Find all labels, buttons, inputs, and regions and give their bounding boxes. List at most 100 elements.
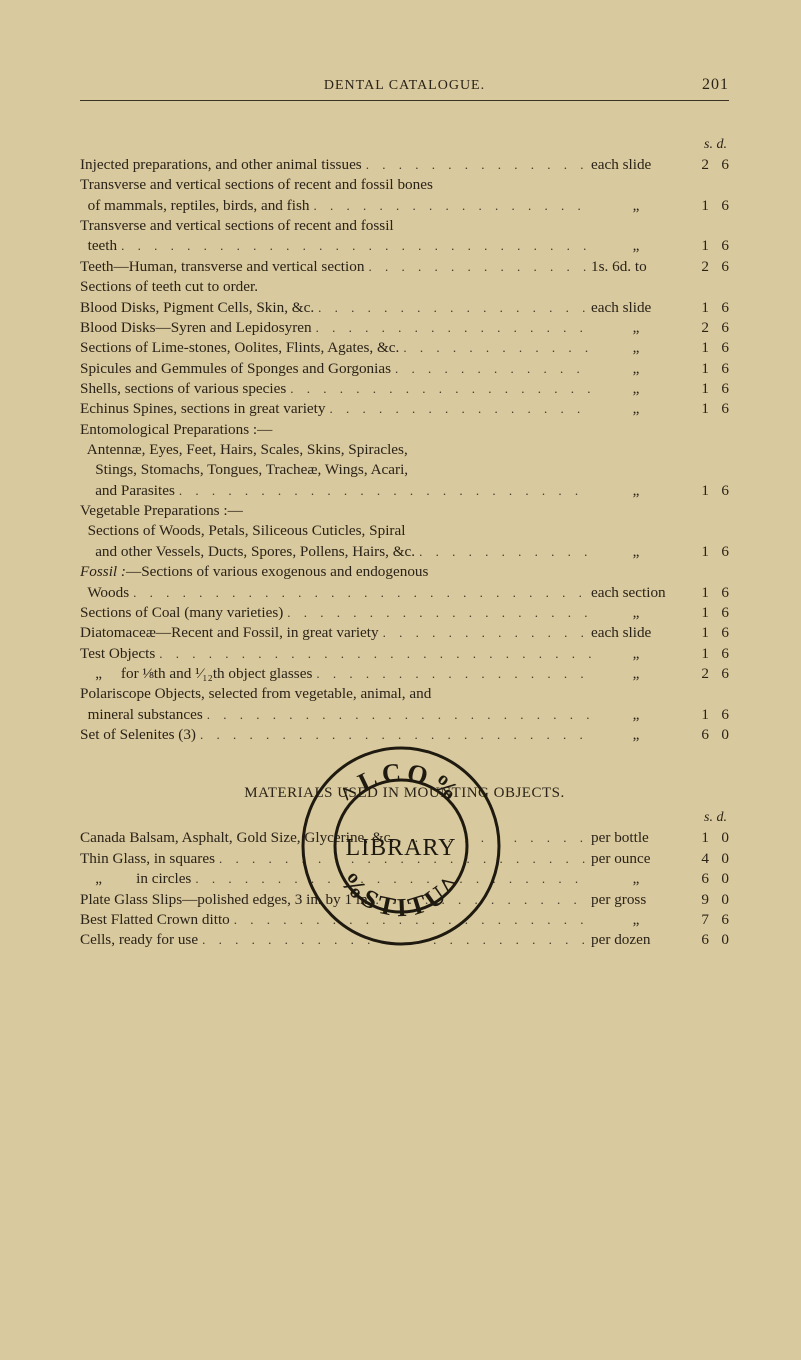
row-description: Diatomaceæ—Recent and Fossil, in great v… (80, 623, 379, 643)
row-pence: 0 (709, 869, 729, 889)
row-unit: each slide (591, 155, 687, 175)
row-shillings: 4 (687, 849, 709, 869)
row-description: Cells, ready for use (80, 930, 198, 950)
sd-column-header: s. d. (80, 137, 729, 153)
row-description: Spicules and Gemmules of Sponges and Gor… (80, 359, 391, 379)
row-description: Fossil :—Sections of various exogenous a… (80, 562, 428, 582)
row-shillings: 2 (687, 318, 709, 338)
row-shillings: 1 (687, 828, 709, 848)
row-shillings: 1 (687, 705, 709, 725)
catalogue-row: „ for ⅛th and ¹⁄₁₂th object glasses. . .… (80, 664, 729, 684)
row-unit: 1s. 6d. to (591, 257, 687, 277)
row-unit: „ (591, 664, 687, 684)
row-description: Stings, Stomachs, Tongues, Tracheæ, Wing… (80, 460, 408, 480)
leader-dots: . . . . . . . . . . . . . . . . . . . . … (415, 543, 591, 560)
catalogue-row: Vegetable Preparations :— (80, 501, 729, 521)
row-unit: „ (591, 399, 687, 419)
row-shillings: 1 (687, 481, 709, 501)
row-shillings: 1 (687, 298, 709, 318)
leader-dots: . . . . . . . . . . . . . . . . . . . . … (309, 197, 591, 214)
leader-dots: . . . . . . . . . . . . . . . . . . . . … (283, 604, 591, 621)
row-unit: „ (591, 705, 687, 725)
row-pence: 6 (709, 623, 729, 643)
row-pence: 6 (709, 318, 729, 338)
row-shillings: 1 (687, 399, 709, 419)
seal-bottom-text: %STITU^ (334, 866, 467, 922)
row-description: Sections of Woods, Petals, Siliceous Cut… (80, 521, 405, 541)
leader-dots: . . . . . . . . . . . . . . . . . . . . … (129, 584, 591, 601)
row-description: Vegetable Preparations :— (80, 501, 243, 521)
catalogue-row: Sections of Woods, Petals, Siliceous Cut… (80, 521, 729, 541)
row-pence: 6 (709, 155, 729, 175)
row-description: Shells, sections of various species (80, 379, 286, 399)
catalogue-row: Echinus Spines, sections in great variet… (80, 399, 729, 419)
row-shillings: 2 (687, 257, 709, 277)
row-unit: per dozen (591, 930, 687, 950)
catalogue-row: Teeth—Human, transverse and vertical sec… (80, 257, 729, 277)
row-shillings: 6 (687, 725, 709, 745)
running-head: DENTAL CATALOGUE. 201 (80, 78, 729, 94)
catalogue-row: Transverse and vertical sections of rece… (80, 216, 729, 236)
row-shillings: 2 (687, 155, 709, 175)
catalogue-row: Antennæ, Eyes, Feet, Hairs, Scales, Skin… (80, 440, 729, 460)
row-unit: per bottle (591, 828, 687, 848)
row-description: Polariscope Objects, selected from veget… (80, 684, 431, 704)
svg-text:%STITU^: %STITU^ (334, 866, 467, 922)
page: DENTAL CATALOGUE. 201 s. d. Injected pre… (0, 0, 801, 1011)
row-description: Injected preparations, and other animal … (80, 155, 362, 175)
row-unit: „ (591, 910, 687, 930)
row-description: Entomological Preparations :— (80, 420, 272, 440)
library-seal: ^LCO% %STITU^ LIBRARY (296, 741, 506, 951)
row-pence: 6 (709, 910, 729, 930)
leader-dots: . . . . . . . . . . . . . . . . . . . . … (286, 380, 591, 397)
row-pence: 0 (709, 890, 729, 910)
header-rule (80, 100, 729, 101)
leader-dots: . . . . . . . . . . . . . . . . . . . . … (117, 237, 591, 254)
row-shillings: 6 (687, 869, 709, 889)
catalogue-row: teeth. . . . . . . . . . . . . . . . . .… (80, 236, 729, 256)
row-shillings: 1 (687, 603, 709, 623)
row-pence: 6 (709, 359, 729, 379)
catalogue-row: mineral substances. . . . . . . . . . . … (80, 705, 729, 725)
leader-dots: . . . . . . . . . . . . . . . . . . . . … (175, 482, 591, 499)
catalogue-row: Entomological Preparations :— (80, 420, 729, 440)
row-description: mineral substances (80, 705, 203, 725)
leader-dots: . . . . . . . . . . . . . . . . . . . . … (203, 706, 591, 723)
row-unit: „ (591, 542, 687, 562)
row-shillings: 7 (687, 910, 709, 930)
row-description: Transverse and vertical sections of rece… (80, 175, 433, 195)
row-description: teeth (80, 236, 117, 256)
catalogue-row: Woods. . . . . . . . . . . . . . . . . .… (80, 583, 729, 603)
catalogue-row: Sections of teeth cut to order. (80, 277, 729, 297)
row-description: Sections of Lime-stones, Oolites, Flints… (80, 338, 399, 358)
row-shillings: 6 (687, 930, 709, 950)
catalogue-row: and other Vessels, Ducts, Spores, Pollen… (80, 542, 729, 562)
row-description: Sections of Coal (many varieties) (80, 603, 283, 623)
catalogue-row: Injected preparations, and other animal … (80, 155, 729, 175)
row-description: Test Objects (80, 644, 155, 664)
row-unit: „ (591, 644, 687, 664)
catalogue-row: Transverse and vertical sections of rece… (80, 175, 729, 195)
row-shillings: 1 (687, 338, 709, 358)
row-description: Best Flatted Crown ditto (80, 910, 230, 930)
row-unit: „ (591, 481, 687, 501)
row-pence: 6 (709, 542, 729, 562)
row-pence: 6 (709, 399, 729, 419)
catalogue-row: and Parasites. . . . . . . . . . . . . .… (80, 481, 729, 501)
row-unit: „ (591, 379, 687, 399)
row-unit: each slide (591, 298, 687, 318)
catalogue-row: Blood Disks, Pigment Cells, Skin, &c.. .… (80, 298, 729, 318)
catalogue-row: Stings, Stomachs, Tongues, Tracheæ, Wing… (80, 460, 729, 480)
row-description: Set of Selenites (3) (80, 725, 196, 745)
row-description: Blood Disks—Syren and Lepidosyren (80, 318, 312, 338)
row-pence: 6 (709, 644, 729, 664)
leader-dots: . . . . . . . . . . . . . . . . . . . . … (391, 360, 591, 377)
row-unit: „ (591, 869, 687, 889)
row-description: Blood Disks, Pigment Cells, Skin, &c. (80, 298, 314, 318)
row-shillings: 1 (687, 623, 709, 643)
row-description: Antennæ, Eyes, Feet, Hairs, Scales, Skin… (80, 440, 408, 460)
catalogue-row: Sections of Lime-stones, Oolites, Flints… (80, 338, 729, 358)
row-pence: 6 (709, 298, 729, 318)
catalogue-row: Polariscope Objects, selected from veget… (80, 684, 729, 704)
leader-dots: . . . . . . . . . . . . . . . . . . . . … (364, 258, 591, 275)
